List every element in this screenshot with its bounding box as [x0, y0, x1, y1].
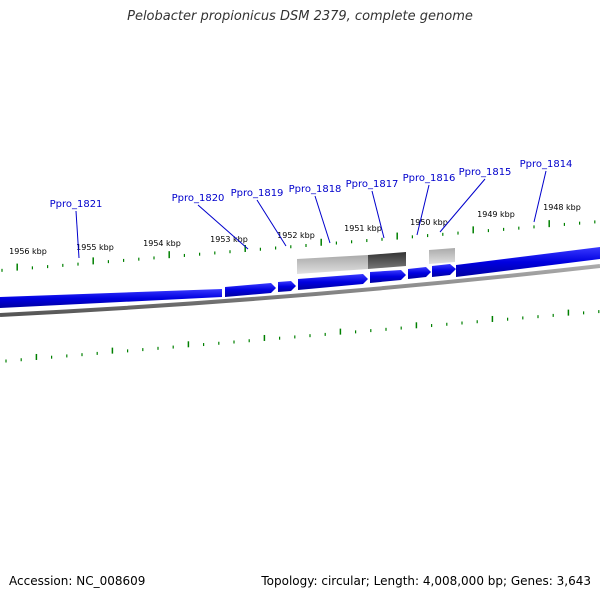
scale-label: 1952 kbp — [277, 231, 315, 240]
scale-labels: 1956 kbp 1955 kbp 1954 kbp 1953 kbp 1952 kbp… — [9, 203, 581, 256]
gene-leader-line — [75, 210, 80, 259]
gene-arrow-ppro-1819[interactable] — [278, 281, 296, 292]
genome-summary-text: Topology: circular; Length: 4,008,000 bp… — [261, 574, 591, 588]
gene-leader-line — [416, 184, 430, 236]
scale-label: 1951 kbp — [344, 224, 382, 233]
scale-label: 1948 kbp — [543, 203, 581, 212]
gene-leader-line — [256, 199, 287, 247]
gene-leader-line — [197, 204, 249, 250]
gene-leader-line — [371, 190, 385, 239]
gene-leader-line — [533, 170, 547, 223]
scale-label: 1956 kbp — [9, 247, 47, 256]
gene-label[interactable]: Ppro_1814 — [520, 159, 573, 170]
genome-backbone — [0, 264, 600, 317]
gene-label[interactable]: Ppro_1817 — [346, 179, 399, 190]
scale-label: 1953 kbp — [210, 235, 248, 244]
gene-arrow-ppro-1815[interactable] — [432, 264, 456, 277]
feature-block-light — [297, 255, 368, 274]
map-title: Pelobacter propionicus DSM 2379, complet… — [127, 9, 473, 24]
gene-arrow-ppro-1820[interactable] — [225, 283, 276, 297]
gene-arrow-ppro-1818[interactable] — [298, 274, 368, 290]
gene-arrows — [225, 264, 456, 297]
gene-leader-line — [314, 195, 331, 244]
forward-strand-right — [456, 247, 600, 277]
forward-strand-left — [0, 289, 222, 308]
feature-blocks — [297, 248, 455, 274]
gene-label[interactable]: Ppro_1816 — [403, 173, 456, 184]
accession-text: Accession: NC_008609 — [9, 574, 146, 588]
scale-label: 1949 kbp — [477, 210, 515, 219]
scale-label: 1950 kbp — [410, 218, 448, 227]
gene-leader-line — [439, 178, 486, 233]
gene-labels: Ppro_1821 Ppro_1820 Ppro_1819 Ppro_1818 Ppro… — [50, 159, 573, 210]
gene-label[interactable]: Ppro_1819 — [231, 188, 284, 199]
feature-block-dark — [368, 252, 406, 269]
gene-label[interactable]: Ppro_1815 — [459, 167, 512, 178]
gene-arrow-ppro-1817[interactable] — [370, 270, 406, 283]
gene-label[interactable]: Ppro_1820 — [172, 193, 225, 204]
lower-scale-ticks — [5, 309, 600, 363]
gene-label[interactable]: Ppro_1818 — [289, 184, 342, 195]
gene-arrow-ppro-1816[interactable] — [408, 267, 431, 279]
scale-label: 1954 kbp — [143, 239, 181, 248]
gene-label[interactable]: Ppro_1821 — [50, 199, 103, 210]
gene-leader-lines — [75, 170, 547, 259]
feature-block-small — [429, 248, 455, 264]
scale-label: 1955 kbp — [76, 243, 114, 252]
